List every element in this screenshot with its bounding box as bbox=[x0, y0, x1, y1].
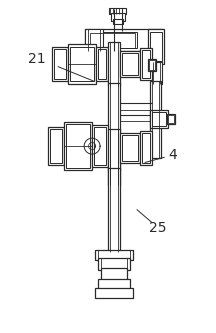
Bar bbox=[108, 168, 120, 252]
Bar bbox=[98, 279, 130, 289]
Bar bbox=[150, 110, 168, 128]
Bar bbox=[120, 51, 140, 77]
Bar bbox=[101, 268, 127, 280]
Bar bbox=[140, 131, 152, 165]
Bar bbox=[108, 83, 120, 185]
Text: 4: 4 bbox=[168, 148, 177, 162]
Bar bbox=[54, 49, 66, 79]
Bar bbox=[142, 50, 150, 78]
Bar bbox=[108, 42, 120, 86]
Bar bbox=[108, 129, 120, 171]
Bar bbox=[85, 29, 103, 51]
Bar bbox=[148, 59, 156, 71]
Bar bbox=[90, 33, 135, 48]
Bar bbox=[150, 81, 161, 158]
Bar bbox=[167, 114, 175, 124]
Bar bbox=[98, 49, 106, 79]
Bar bbox=[88, 32, 137, 48]
Bar bbox=[98, 258, 130, 270]
Bar bbox=[152, 112, 166, 126]
Bar bbox=[94, 127, 106, 165]
Text: 21: 21 bbox=[28, 52, 46, 66]
Bar bbox=[122, 53, 138, 75]
Bar bbox=[150, 32, 162, 61]
Text: 25: 25 bbox=[149, 221, 166, 235]
Bar bbox=[111, 13, 125, 21]
Bar bbox=[85, 29, 163, 51]
Bar bbox=[142, 133, 150, 163]
Bar bbox=[151, 62, 162, 84]
Bar bbox=[70, 47, 94, 81]
Bar bbox=[120, 133, 140, 163]
Bar bbox=[52, 47, 68, 81]
Bar bbox=[50, 129, 62, 163]
Bar bbox=[92, 125, 108, 167]
Bar bbox=[68, 44, 96, 84]
Bar bbox=[95, 250, 133, 260]
Bar bbox=[148, 29, 164, 64]
Bar bbox=[66, 124, 90, 168]
Bar bbox=[96, 47, 108, 81]
Bar bbox=[95, 288, 133, 298]
Bar bbox=[168, 115, 174, 123]
Bar bbox=[149, 60, 155, 70]
Bar bbox=[122, 135, 138, 161]
Bar bbox=[48, 127, 64, 165]
Bar bbox=[109, 8, 126, 14]
Bar bbox=[64, 122, 92, 170]
Bar bbox=[140, 48, 152, 80]
Bar bbox=[113, 19, 123, 24]
